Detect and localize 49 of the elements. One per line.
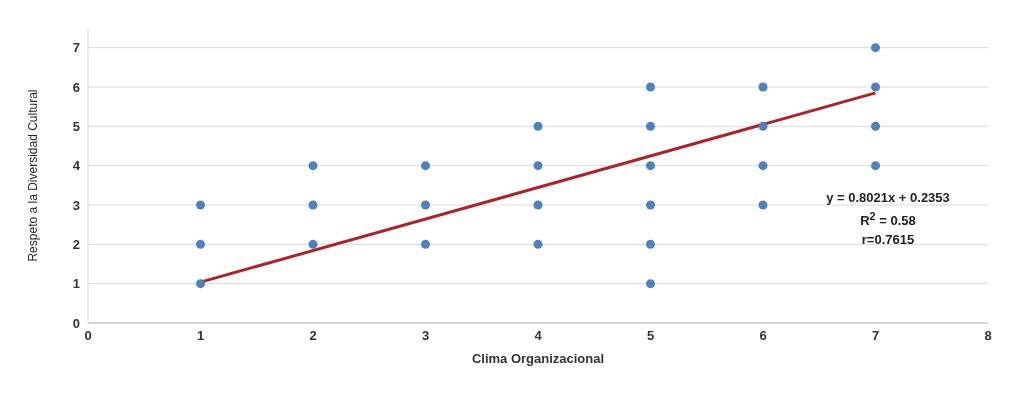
x-tick-label: 5 xyxy=(646,328,655,344)
point xyxy=(870,82,881,92)
y-tick-label: 4 xyxy=(72,158,81,174)
y-tick-label: 2 xyxy=(72,236,80,252)
point xyxy=(758,121,768,131)
point xyxy=(533,121,543,131)
point xyxy=(645,239,656,249)
point xyxy=(195,239,206,249)
point xyxy=(645,82,656,92)
point xyxy=(870,161,881,171)
y-tick-label: 5 xyxy=(72,118,80,134)
annotation: y = 0.8021x + 0.2353 xyxy=(825,189,951,207)
x-tick-label: 7 xyxy=(871,328,880,344)
point xyxy=(758,200,768,210)
point xyxy=(645,161,656,171)
point xyxy=(308,239,318,249)
point xyxy=(870,43,881,53)
y-tick-label: 6 xyxy=(72,79,80,95)
point xyxy=(645,279,656,289)
point xyxy=(195,279,206,289)
point xyxy=(308,200,318,210)
x-tick-label: 2 xyxy=(309,328,317,344)
point xyxy=(533,200,543,210)
point xyxy=(758,82,768,92)
point xyxy=(645,200,656,210)
point xyxy=(420,200,431,210)
y-axis-title: Respeto a la Diversidad Cultural xyxy=(26,89,41,262)
x-tick-label: 8 xyxy=(984,328,992,344)
y-tick-label: 3 xyxy=(72,197,80,213)
x-tick-label: 3 xyxy=(421,328,430,344)
point xyxy=(195,200,206,210)
y-tick-label: 1 xyxy=(72,276,80,292)
x-tick-label: 4 xyxy=(534,328,543,344)
x-axis-title: Clima Organizacional xyxy=(471,351,605,366)
point xyxy=(533,239,543,249)
annotation: R$^{2}$ = 0.58 xyxy=(859,209,917,231)
y-tick-label: 7 xyxy=(72,40,80,56)
point xyxy=(758,161,768,171)
point xyxy=(420,239,431,249)
point xyxy=(870,121,881,131)
x-tick-label: 1 xyxy=(196,328,205,344)
point xyxy=(308,161,318,171)
x-tick-label: 6 xyxy=(759,328,767,344)
y-tick-label: 0 xyxy=(72,315,80,331)
annotation: r=0.7615 xyxy=(860,231,916,250)
x-tick-label: 0 xyxy=(84,328,92,344)
point xyxy=(420,161,431,171)
point xyxy=(645,121,656,131)
point xyxy=(533,161,543,171)
